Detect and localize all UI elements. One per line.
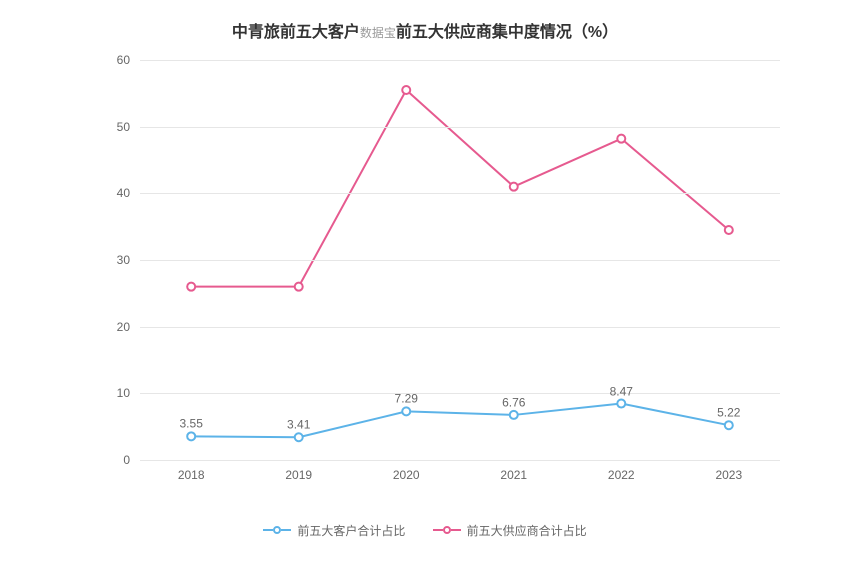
legend-item-customers[interactable]: 前五大客户合计占比 (263, 522, 405, 539)
data-label-customers: 5.22 (717, 406, 740, 420)
series-marker-suppliers[interactable] (617, 135, 625, 143)
series-marker-customers[interactable] (187, 432, 195, 440)
gridline (140, 260, 780, 261)
legend-item-suppliers[interactable]: 前五大供应商合计占比 (433, 522, 587, 539)
series-marker-suppliers[interactable] (725, 226, 733, 234)
series-marker-suppliers[interactable] (510, 183, 518, 191)
plot-area: 01020304050602018201920202021202220233.5… (140, 60, 780, 460)
series-marker-customers[interactable] (295, 433, 303, 441)
series-marker-suppliers[interactable] (187, 283, 195, 291)
gridline (140, 127, 780, 128)
legend-swatch-suppliers (433, 526, 461, 534)
data-label-customers: 7.29 (395, 392, 418, 406)
legend-label-customers: 前五大客户合计占比 (297, 522, 405, 539)
chart-title-watermark: 数据宝 (360, 26, 396, 40)
x-tick-label: 2021 (500, 460, 527, 482)
series-line-suppliers (191, 90, 729, 287)
chart-container: 中青旅前五大客户数据宝前五大供应商集中度情况（%） 01020304050602… (0, 0, 850, 574)
series-marker-suppliers[interactable] (295, 283, 303, 291)
chart-title-row: 中青旅前五大客户数据宝前五大供应商集中度情况（%） (0, 18, 850, 42)
data-label-customers: 3.41 (287, 418, 310, 432)
x-tick-label: 2020 (393, 460, 420, 482)
chart-title-sub: 前五大供应商集中度情况（%） (396, 24, 618, 41)
chart-title-main: 中青旅前五大客户 (232, 24, 360, 41)
legend: 前五大客户合计占比 前五大供应商合计占比 (0, 520, 850, 539)
legend-swatch-customers (263, 526, 291, 534)
gridline (140, 460, 780, 461)
data-label-customers: 8.47 (610, 384, 633, 398)
gridline (140, 327, 780, 328)
y-tick-label: 30 (117, 253, 140, 267)
x-tick-label: 2022 (608, 460, 635, 482)
y-tick-label: 10 (117, 386, 140, 400)
gridline (140, 193, 780, 194)
y-tick-label: 50 (117, 120, 140, 134)
y-tick-label: 0 (123, 453, 140, 467)
series-marker-customers[interactable] (402, 407, 410, 415)
series-marker-customers[interactable] (725, 421, 733, 429)
x-tick-label: 2019 (285, 460, 312, 482)
gridline (140, 60, 780, 61)
x-tick-label: 2023 (715, 460, 742, 482)
gridline (140, 393, 780, 394)
y-tick-label: 20 (117, 320, 140, 334)
series-marker-customers[interactable] (510, 411, 518, 419)
series-marker-customers[interactable] (617, 400, 625, 408)
data-label-customers: 6.76 (502, 395, 525, 409)
x-tick-label: 2018 (178, 460, 205, 482)
series-line-customers (191, 404, 729, 438)
y-tick-label: 60 (117, 53, 140, 67)
legend-label-suppliers: 前五大供应商合计占比 (467, 522, 587, 539)
series-marker-suppliers[interactable] (402, 86, 410, 94)
data-label-customers: 3.55 (180, 417, 203, 431)
y-tick-label: 40 (117, 186, 140, 200)
